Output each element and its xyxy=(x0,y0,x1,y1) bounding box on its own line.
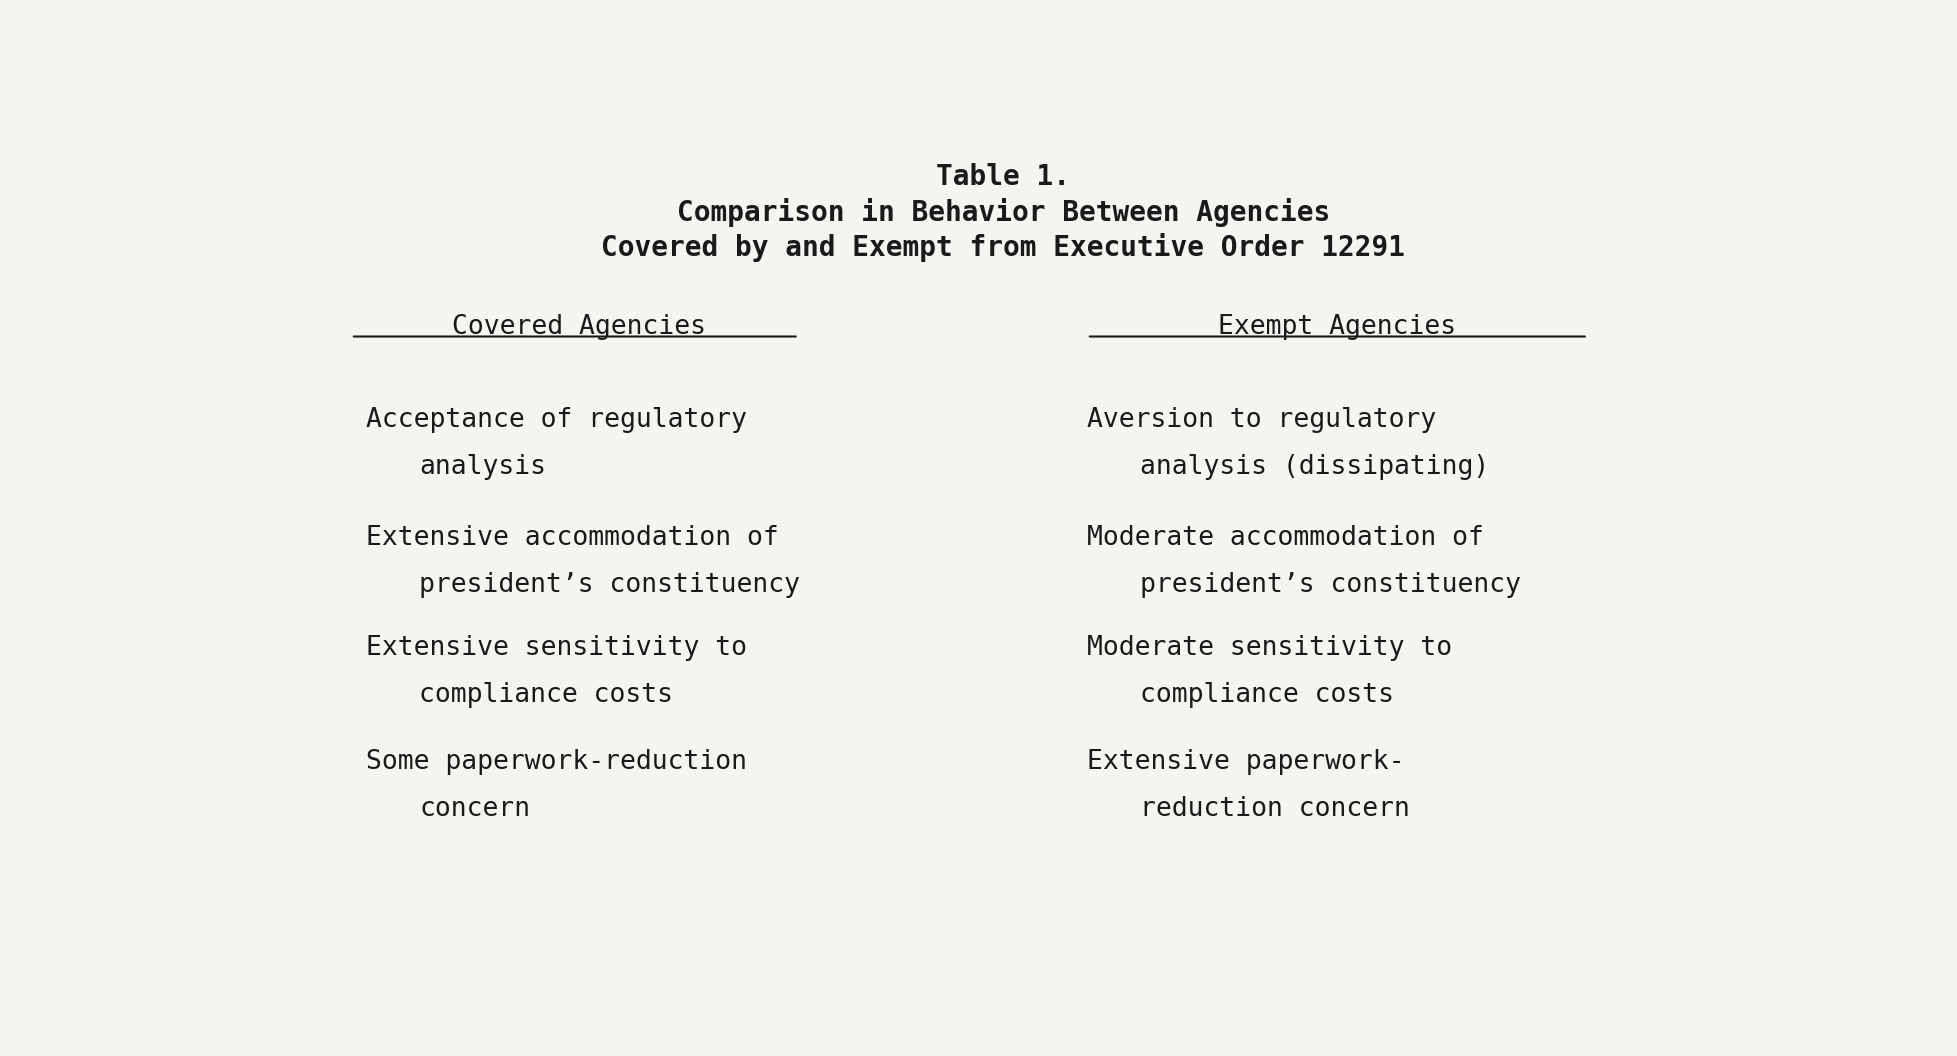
Text: analysis: analysis xyxy=(419,454,546,480)
Text: Some paperwork-reduction: Some paperwork-reduction xyxy=(366,749,748,775)
Text: compliance costs: compliance costs xyxy=(419,682,673,709)
Text: analysis (dissipating): analysis (dissipating) xyxy=(1139,454,1489,480)
Text: Aversion to regulatory: Aversion to regulatory xyxy=(1086,408,1434,433)
Text: Covered by and Exempt from Executive Order 12291: Covered by and Exempt from Executive Ord… xyxy=(601,233,1405,262)
Text: compliance costs: compliance costs xyxy=(1139,682,1393,709)
Text: Exempt Agencies: Exempt Agencies xyxy=(1217,314,1456,340)
Text: Extensive paperwork-: Extensive paperwork- xyxy=(1086,749,1403,775)
Text: president’s constituency: president’s constituency xyxy=(1139,572,1521,599)
Text: Moderate accommodation of: Moderate accommodation of xyxy=(1086,525,1483,551)
Text: concern: concern xyxy=(419,796,530,822)
Text: reduction concern: reduction concern xyxy=(1139,796,1409,822)
Text: Extensive sensitivity to: Extensive sensitivity to xyxy=(366,635,748,661)
Text: Extensive accommodation of: Extensive accommodation of xyxy=(366,525,779,551)
Text: Comparison in Behavior Between Agencies: Comparison in Behavior Between Agencies xyxy=(677,199,1329,227)
Text: Acceptance of regulatory: Acceptance of regulatory xyxy=(366,408,748,433)
Text: Table 1.: Table 1. xyxy=(935,164,1070,191)
Text: Covered Agencies: Covered Agencies xyxy=(452,314,705,340)
Text: Moderate sensitivity to: Moderate sensitivity to xyxy=(1086,635,1452,661)
Text: president’s constituency: president’s constituency xyxy=(419,572,800,599)
